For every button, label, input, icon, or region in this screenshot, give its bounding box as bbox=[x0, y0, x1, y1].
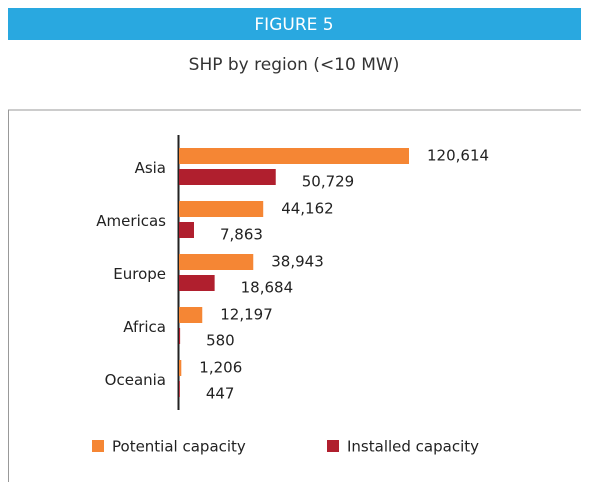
bar bbox=[179, 381, 180, 397]
value-label: 1,206 bbox=[199, 359, 242, 377]
value-label: 50,729 bbox=[302, 173, 355, 191]
value-label: 18,684 bbox=[241, 279, 294, 297]
y-tick-label: Asia bbox=[135, 159, 166, 177]
bar bbox=[179, 201, 264, 217]
y-tick-label: Oceania bbox=[105, 371, 166, 389]
y-tick-label: Americas bbox=[96, 212, 166, 230]
value-label: 38,943 bbox=[271, 253, 324, 271]
y-tick-label: Europe bbox=[113, 265, 166, 283]
header-bar bbox=[8, 8, 581, 40]
bar bbox=[179, 222, 194, 238]
value-label: 7,863 bbox=[220, 226, 263, 244]
y-tick-label: Africa bbox=[123, 318, 166, 336]
value-label: 447 bbox=[206, 385, 235, 403]
bar bbox=[179, 360, 182, 376]
value-label: 44,162 bbox=[281, 200, 334, 218]
legend-swatch bbox=[92, 440, 104, 452]
legend-label: Installed capacity bbox=[347, 438, 479, 456]
bar bbox=[179, 307, 203, 323]
bar bbox=[179, 275, 215, 291]
value-label: 580 bbox=[206, 332, 235, 350]
legend-label: Potential capacity bbox=[112, 438, 246, 456]
chart-title: SHP by region (<10 MW) bbox=[189, 55, 400, 75]
value-label: 120,614 bbox=[427, 147, 489, 165]
bar bbox=[179, 328, 181, 344]
legend-swatch bbox=[327, 440, 339, 452]
bar bbox=[179, 169, 276, 185]
bar bbox=[179, 148, 409, 164]
bar bbox=[179, 254, 254, 270]
figure-label: FIGURE 5 bbox=[254, 15, 333, 35]
value-label: 12,197 bbox=[220, 306, 273, 324]
